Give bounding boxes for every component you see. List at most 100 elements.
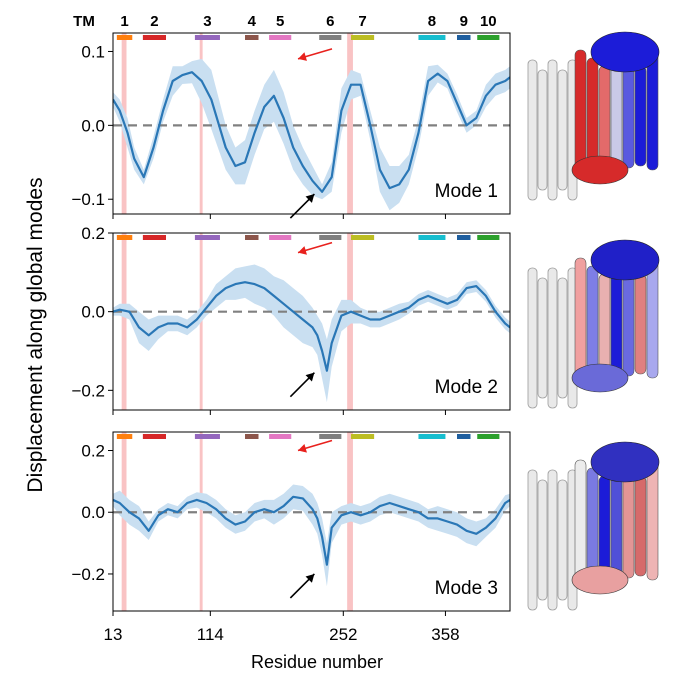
tm-segment-bar bbox=[418, 35, 446, 40]
tm-segment-bar bbox=[142, 35, 166, 40]
mode-label: Mode 3 bbox=[435, 578, 498, 599]
tm-segment-bar bbox=[245, 434, 259, 439]
helix bbox=[634, 65, 647, 167]
axes-frame bbox=[112, 431, 511, 612]
y-tick-label: 0.0 bbox=[81, 503, 105, 522]
red-arrow bbox=[297, 241, 333, 255]
tm-label: 10 bbox=[480, 13, 497, 30]
helix-cluster bbox=[571, 565, 629, 595]
tm-segment-bar bbox=[351, 235, 375, 240]
x-tick-label: 358 bbox=[431, 625, 459, 644]
plot-area bbox=[113, 432, 510, 611]
tm-segment-bar bbox=[116, 235, 133, 240]
tm-label: 6 bbox=[326, 13, 334, 30]
helix-cluster bbox=[590, 239, 660, 281]
helix bbox=[527, 267, 538, 409]
helix bbox=[646, 257, 659, 379]
tm-segment-bar bbox=[319, 434, 342, 439]
tm-segment-bar bbox=[477, 235, 500, 240]
helix bbox=[598, 475, 611, 577]
tm-segment-bar bbox=[477, 434, 500, 439]
helix-cluster bbox=[571, 363, 629, 393]
helix bbox=[622, 265, 635, 377]
y-tick-label: 0.2 bbox=[81, 442, 105, 461]
mean-line bbox=[113, 71, 510, 193]
tm-segment-bar bbox=[477, 35, 500, 40]
y-tick-label: −0.2 bbox=[71, 381, 105, 400]
helix-cluster bbox=[590, 31, 660, 73]
panel-mode-2: −0.2 0.0 0.2 Mode 2 bbox=[71, 224, 511, 415]
helix bbox=[622, 57, 635, 169]
y-tick-label: 0.2 bbox=[81, 224, 105, 243]
tm-segment-bar bbox=[269, 434, 292, 439]
panel-mode-3: −0.2 0.0 0.2 Mode 3 bbox=[71, 431, 511, 616]
tm-label: 2 bbox=[150, 13, 158, 30]
tm-header: TM bbox=[73, 13, 95, 30]
tm-segment-bar bbox=[269, 235, 292, 240]
tm-label: 9 bbox=[460, 13, 468, 30]
protein-structure bbox=[527, 239, 660, 409]
helix bbox=[574, 459, 587, 581]
tm-segment-bar bbox=[319, 235, 342, 240]
tm-label: 1 bbox=[120, 13, 128, 30]
tm-label: 3 bbox=[203, 13, 211, 30]
tm-segment-bar bbox=[142, 235, 166, 240]
x-axis-label: Residue number bbox=[251, 652, 383, 672]
spread-band bbox=[113, 58, 510, 211]
helix bbox=[634, 475, 647, 577]
highlight-band bbox=[347, 33, 353, 214]
helix-cluster bbox=[590, 441, 660, 483]
y-tick-label: −0.2 bbox=[71, 565, 105, 584]
tm-segment-bar bbox=[457, 434, 471, 439]
protein-structure bbox=[527, 31, 660, 201]
tm-segment-bar bbox=[245, 235, 259, 240]
helix bbox=[557, 69, 568, 191]
helix bbox=[547, 469, 558, 611]
helix bbox=[574, 257, 587, 379]
helix bbox=[547, 267, 558, 409]
helix bbox=[646, 459, 659, 581]
mode-label: Mode 1 bbox=[435, 181, 498, 202]
highlight-band bbox=[199, 432, 203, 611]
axes-frame bbox=[112, 32, 511, 215]
black-arrow bbox=[289, 372, 315, 398]
helix bbox=[537, 277, 548, 399]
helix bbox=[586, 265, 599, 377]
helix-cluster bbox=[571, 155, 629, 185]
y-axis-label: Displacement along global modes bbox=[24, 177, 47, 492]
tm-segment-bar bbox=[457, 35, 471, 40]
helix bbox=[527, 469, 538, 611]
panels: −0.1 0.0 0.1 Mode 1 −0.2 0.0 0.2 Mode 2 −0.2 0.0 0… bbox=[71, 13, 511, 644]
black-arrow bbox=[289, 193, 315, 219]
structures bbox=[527, 31, 660, 611]
plot-area bbox=[113, 33, 510, 214]
helix bbox=[598, 65, 611, 167]
tm-segment-bar bbox=[319, 35, 342, 40]
tm-segment-bar bbox=[418, 434, 446, 439]
tm-label: 8 bbox=[428, 13, 436, 30]
helix bbox=[547, 59, 558, 201]
helix bbox=[586, 57, 599, 169]
helix bbox=[586, 467, 599, 579]
y-tick-label: 0.0 bbox=[81, 303, 105, 322]
tm-label: 4 bbox=[248, 13, 257, 30]
mode-label: Mode 2 bbox=[435, 377, 498, 398]
y-tick-label: −0.1 bbox=[71, 190, 105, 209]
helix bbox=[646, 49, 659, 171]
axes-frame bbox=[112, 232, 511, 411]
tm-segment-bar bbox=[351, 35, 375, 40]
red-arrow bbox=[297, 439, 333, 453]
highlight-band bbox=[121, 432, 127, 611]
tm-segment-bar bbox=[194, 235, 220, 240]
tm-segment-bar bbox=[269, 35, 292, 40]
helix bbox=[557, 277, 568, 399]
helix bbox=[622, 467, 635, 579]
highlight-band bbox=[199, 33, 203, 214]
helix bbox=[557, 479, 568, 601]
tm-segment-bar bbox=[142, 434, 166, 439]
tm-segment-bar bbox=[418, 235, 446, 240]
tm-label: 7 bbox=[358, 13, 366, 30]
y-tick-label: 0.0 bbox=[81, 116, 105, 135]
tm-segment-bar bbox=[194, 434, 220, 439]
